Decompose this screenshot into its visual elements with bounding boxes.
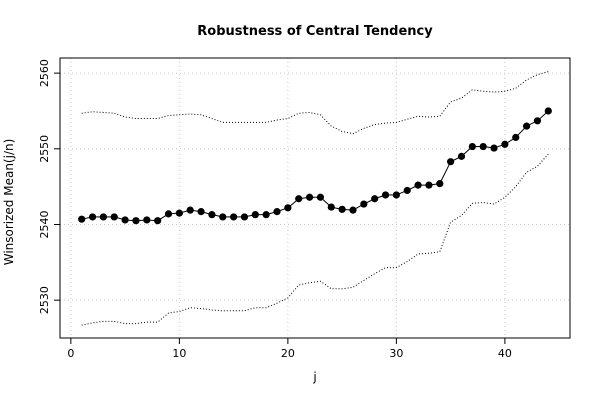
data-point (338, 205, 346, 213)
data-point (381, 191, 390, 199)
data-point (468, 142, 476, 151)
data-point (403, 186, 411, 195)
y-tick-label: 2550 (38, 135, 51, 163)
y-tick-label: 2560 (38, 59, 51, 87)
data-point (316, 193, 325, 201)
data-point (132, 217, 140, 225)
y-tick-label: 2540 (38, 210, 51, 238)
x-tick-label: 20 (281, 347, 295, 360)
data-point (219, 213, 227, 221)
data-point (360, 200, 368, 208)
data-point (164, 210, 173, 218)
data-point (371, 195, 379, 203)
bound-layer (81, 71, 549, 326)
data-point (533, 117, 542, 125)
data-point (121, 216, 129, 224)
data-point (512, 133, 520, 142)
data-point (392, 191, 400, 199)
data-point (262, 211, 270, 219)
data-point (99, 213, 108, 221)
x-tick-label: 10 (172, 347, 186, 360)
data-point (154, 217, 162, 225)
data-point (501, 140, 509, 148)
data-point (327, 203, 335, 211)
data-point (88, 213, 97, 221)
data-point (230, 213, 238, 221)
data-point (425, 181, 433, 189)
data-point (447, 158, 455, 166)
y-axis-label: Winsorized Mean(j/n) (2, 139, 16, 266)
data-point (436, 180, 444, 188)
data-point (273, 208, 281, 216)
data-point (110, 213, 118, 221)
data-point (251, 211, 259, 219)
x-tick-label: 40 (498, 347, 512, 360)
data-point (522, 122, 531, 130)
data-point (305, 193, 314, 201)
data-point (186, 206, 194, 214)
data-point (414, 181, 422, 189)
y-tick-label: 2530 (38, 286, 51, 314)
data-point (544, 107, 552, 115)
chart-title: Robustness of Central Tendency (197, 24, 433, 39)
data-point (479, 142, 487, 151)
upper-bound-line (81, 71, 549, 135)
data-point (143, 216, 151, 224)
point-layer (78, 107, 552, 225)
x-tick-label: 0 (67, 347, 74, 360)
data-point (240, 213, 249, 221)
data-point (175, 209, 183, 217)
point-connector (439, 161, 452, 184)
data-point (490, 144, 498, 152)
x-axis: 0 10 20 30 40 (67, 337, 512, 360)
data-point (295, 195, 303, 203)
lower-bound-line (81, 153, 549, 326)
data-point (349, 206, 357, 214)
x-axis-label: j (312, 370, 316, 384)
x-tick-label: 30 (389, 347, 403, 360)
data-point (208, 211, 216, 219)
y-axis: 2530 2540 2550 2560 (38, 59, 61, 314)
data-point (197, 208, 205, 216)
data-point (457, 152, 466, 160)
data-point (78, 215, 86, 223)
data-point (284, 204, 292, 212)
